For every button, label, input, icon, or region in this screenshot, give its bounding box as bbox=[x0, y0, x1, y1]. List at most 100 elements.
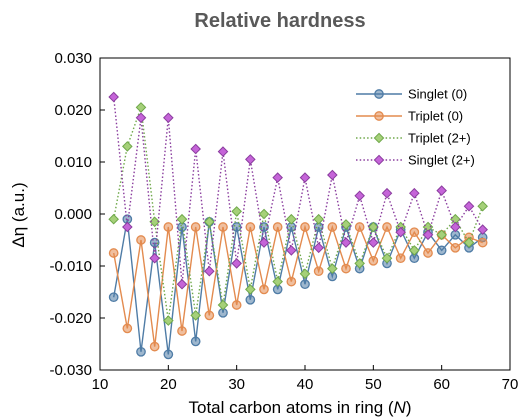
data-point bbox=[340, 237, 352, 248]
data-point bbox=[436, 229, 447, 241]
data-point bbox=[354, 258, 365, 269]
y-tick-label: 0.020 bbox=[54, 102, 92, 119]
data-point bbox=[204, 310, 215, 321]
data-point bbox=[204, 265, 215, 277]
data-point bbox=[368, 255, 379, 266]
data-point bbox=[136, 346, 146, 357]
data-point bbox=[218, 222, 228, 232]
data-point bbox=[300, 279, 310, 290]
data-point bbox=[245, 154, 256, 165]
legend-label: Singlet (2+) bbox=[408, 153, 475, 168]
series-line bbox=[113, 107, 484, 321]
data-point bbox=[190, 222, 201, 232]
x-tick-label: 50 bbox=[365, 376, 382, 393]
data-point bbox=[258, 237, 270, 248]
x-tick-label: 30 bbox=[228, 376, 245, 393]
data-point bbox=[382, 222, 392, 232]
x-tick-label: 10 bbox=[92, 376, 109, 393]
data-point bbox=[176, 213, 188, 225]
data-point bbox=[231, 206, 242, 217]
y-tick-label: 0.030 bbox=[54, 50, 92, 67]
data-point bbox=[217, 146, 229, 157]
legend-item: Singlet (0) bbox=[356, 87, 467, 102]
y-tick-label: -0.010 bbox=[49, 258, 92, 275]
y-tick-label: 0.010 bbox=[54, 154, 92, 171]
data-point bbox=[259, 284, 269, 295]
data-point bbox=[354, 222, 365, 232]
data-point bbox=[272, 222, 283, 232]
legend-label: Triplet (0) bbox=[408, 109, 463, 124]
data-point bbox=[368, 221, 379, 233]
data-point bbox=[163, 315, 174, 326]
y-tick-label: -0.020 bbox=[49, 310, 92, 327]
y-tick-label: 0.000 bbox=[54, 206, 92, 223]
data-point bbox=[190, 310, 201, 321]
data-point bbox=[436, 185, 447, 196]
data-point bbox=[463, 237, 475, 248]
data-point bbox=[477, 237, 488, 248]
data-point bbox=[177, 326, 187, 336]
data-point bbox=[258, 208, 270, 220]
y-tick-label: -0.030 bbox=[49, 362, 92, 379]
data-point bbox=[327, 263, 338, 274]
data-point bbox=[368, 237, 379, 248]
data-point bbox=[245, 222, 256, 232]
data-point bbox=[176, 278, 188, 290]
data-point bbox=[272, 172, 283, 183]
x-axis-title-prefix: Total carbon atoms in ring ( bbox=[189, 398, 394, 417]
legend-label: Triplet (2+) bbox=[408, 131, 471, 146]
data-point bbox=[136, 235, 146, 245]
data-point bbox=[409, 187, 420, 199]
data-point bbox=[108, 248, 119, 258]
data-point bbox=[286, 245, 297, 256]
plot-area: 0.030 0.020 0.010 0.000 -0.010 -0.020 -0.03010… bbox=[49, 50, 518, 393]
data-point bbox=[327, 169, 338, 181]
data-point bbox=[286, 213, 297, 225]
data-point bbox=[217, 299, 229, 311]
data-point bbox=[149, 341, 160, 352]
legend-marker bbox=[374, 111, 384, 121]
data-point bbox=[122, 323, 133, 334]
data-point bbox=[450, 221, 461, 233]
x-tick-label: 40 bbox=[297, 376, 314, 393]
data-point bbox=[381, 187, 393, 199]
data-point bbox=[163, 222, 174, 232]
x-axis-title: Total carbon atoms in ring (N) bbox=[189, 398, 412, 417]
x-tick-label: 70 bbox=[502, 376, 519, 393]
data-point bbox=[340, 219, 352, 230]
data-point bbox=[395, 253, 406, 264]
data-point bbox=[286, 276, 297, 287]
data-point bbox=[299, 268, 311, 280]
x-axis-title-variable: N bbox=[394, 398, 407, 417]
data-point bbox=[163, 349, 174, 360]
data-point bbox=[327, 222, 338, 232]
legend-marker bbox=[373, 132, 385, 144]
x-axis-title-suffix: ) bbox=[406, 398, 412, 417]
data-point bbox=[163, 112, 174, 124]
legend-label: Singlet (0) bbox=[408, 87, 467, 102]
x-tick-label: 20 bbox=[160, 376, 177, 393]
legend: Singlet (0) Triplet (0) Triplet (2+) Single… bbox=[356, 87, 475, 168]
x-tick-label: 60 bbox=[433, 376, 450, 393]
data-point bbox=[300, 222, 310, 232]
data-point bbox=[122, 221, 133, 233]
series-4 bbox=[108, 91, 488, 290]
series-3 bbox=[108, 102, 488, 326]
data-point bbox=[149, 216, 160, 228]
legend-marker bbox=[374, 89, 384, 99]
data-point bbox=[354, 190, 365, 202]
data-point bbox=[231, 300, 242, 310]
data-point bbox=[245, 284, 256, 295]
data-point bbox=[108, 292, 119, 303]
data-point bbox=[108, 91, 119, 103]
data-point bbox=[299, 172, 311, 183]
series-line bbox=[113, 219, 484, 355]
data-point bbox=[477, 224, 488, 235]
data-point bbox=[149, 252, 160, 264]
data-point bbox=[463, 200, 475, 212]
data-point bbox=[190, 336, 201, 347]
data-point bbox=[477, 200, 488, 212]
data-point bbox=[190, 143, 201, 155]
data-point bbox=[313, 213, 324, 225]
data-point bbox=[122, 141, 133, 152]
